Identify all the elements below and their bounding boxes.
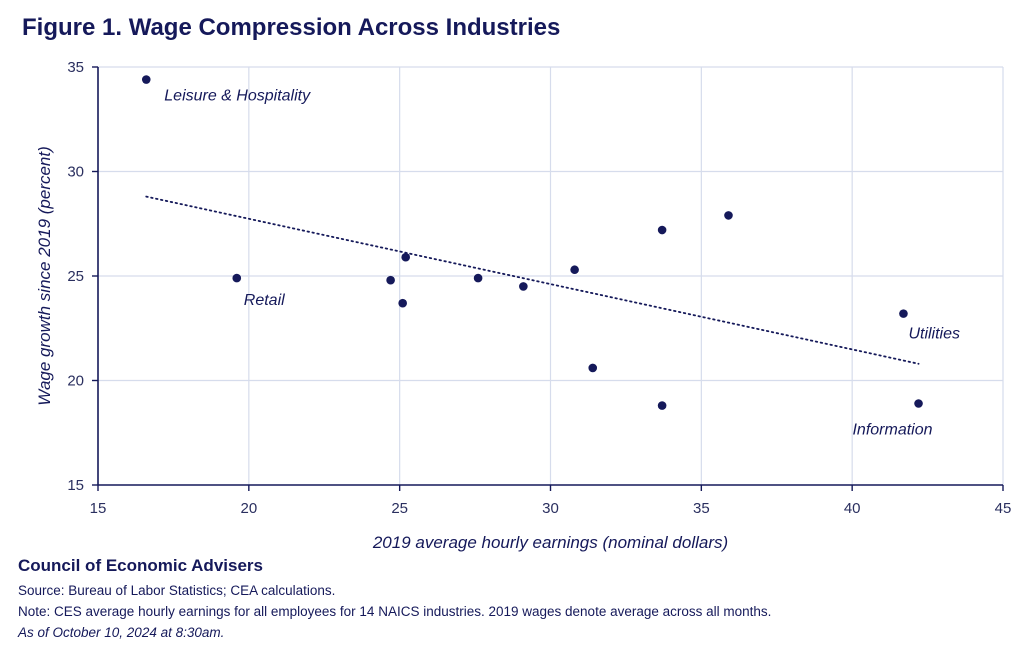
axes: [92, 66, 1004, 491]
data-point: [899, 309, 908, 318]
source-note: Source: Bureau of Labor Statistics; CEA …: [18, 583, 336, 598]
method-note: Note: CES average hourly earnings for al…: [18, 604, 772, 619]
data-point: [657, 225, 667, 235]
data-point: [141, 75, 151, 84]
org-name: Council of Economic Advisers: [18, 556, 263, 575]
trendline: [145, 195, 920, 365]
y-tick-label: 15: [67, 477, 84, 494]
y-tick-label: 35: [67, 59, 84, 76]
scatter-chart: 15 20 25 30 35 40 45 15 20 25 30 35 Leisure & Hospi…: [35, 59, 1011, 552]
data-points: [141, 75, 923, 410]
x-tick-label: 20: [240, 500, 257, 517]
data-point: [401, 252, 411, 262]
as-of-date: As of October 10, 2024 at 8:30am.: [18, 625, 225, 640]
data-point: [588, 363, 598, 373]
data-point: [473, 273, 483, 283]
x-tick-label: 45: [995, 500, 1012, 517]
point-label: Leisure & Hospitality: [164, 88, 311, 105]
x-tick-label: 30: [542, 500, 559, 517]
point-label: Utilities: [908, 326, 960, 343]
data-point: [657, 401, 667, 410]
x-axis-label: 2019 average hourly earnings (nominal do…: [372, 533, 728, 552]
data-point: [386, 275, 395, 285]
y-tick-label: 25: [67, 268, 84, 285]
trendline-group: [145, 195, 920, 365]
footer: Council of Economic Advisers Source: Bur…: [18, 556, 1018, 643]
y-tick-label: 30: [67, 164, 84, 181]
point-label: Information: [852, 421, 932, 438]
data-point: [519, 282, 528, 291]
tick-labels: 15 20 25 30 35 40 45 15 20 25 30 35: [67, 59, 1011, 517]
x-tick-label: 40: [844, 500, 861, 517]
data-point: [724, 211, 733, 220]
data-point: [232, 273, 242, 283]
point-label: Retail: [244, 292, 285, 309]
x-tick-label: 25: [391, 500, 408, 517]
x-tick-label: 15: [90, 500, 107, 517]
data-point: [570, 265, 579, 275]
y-axis-label: Wage growth since 2019 (percent): [35, 146, 54, 406]
y-tick-label: 20: [67, 373, 84, 390]
gridlines: [98, 66, 1004, 485]
point-annotations: Leisure & Hospitality Retail Utilities Info…: [164, 88, 960, 439]
x-tick-label: 35: [693, 500, 710, 517]
data-point: [398, 298, 407, 308]
data-point: [914, 399, 923, 408]
chart-title: Figure 1. Wage Compression Across Indust…: [22, 14, 561, 41]
